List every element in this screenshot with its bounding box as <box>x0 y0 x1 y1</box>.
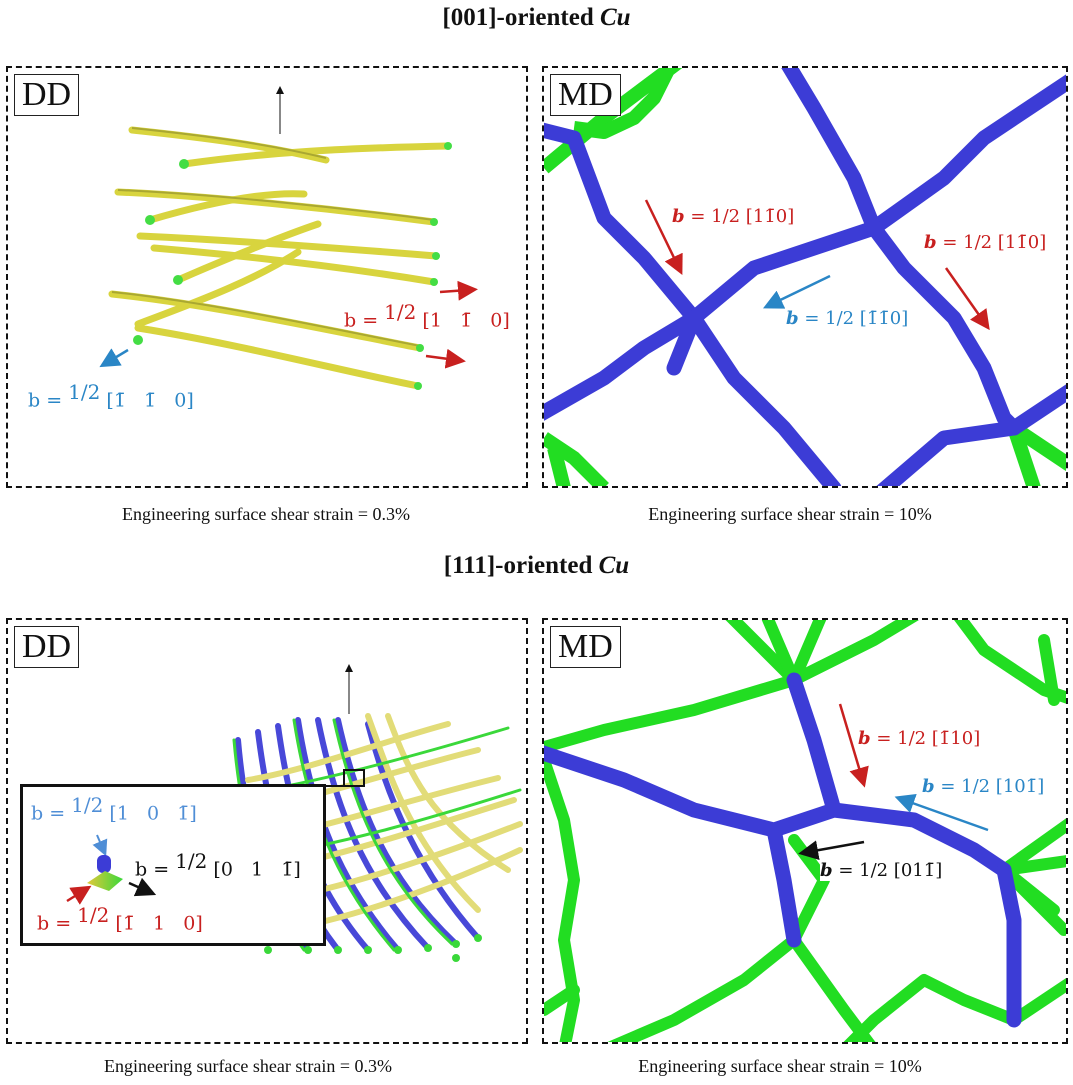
burgers-b: b <box>820 860 833 881</box>
md-caption-001: Engineering surface shear strain = 10% <box>648 504 932 524</box>
burgers-label-black-111: b = 1/2 [0 1 1̄] <box>135 849 301 880</box>
burgers-vec: [1 0 1̄] <box>109 802 197 825</box>
md-caption-111: Engineering surface shear strain = 10% <box>638 1056 922 1076</box>
md-dislocation-network-001 <box>544 68 1066 486</box>
md-dislocation-network-111 <box>544 620 1066 1042</box>
burgers-vec: = 1/2 [011̄] <box>832 860 943 881</box>
burgers-vec: = 1/2 [1̄1̄0] <box>798 308 909 329</box>
dd-panel-111: DD b = 1/2 [1 0 1̄] b = 1/2 [0 1 1̄] b =… <box>6 618 528 1044</box>
dd-tag-001: DD <box>14 74 80 116</box>
burgers-b: b = <box>31 802 72 825</box>
burgers-label-red-111: b = 1/2 [1̄ 1 0] <box>37 903 203 934</box>
burgers-b: b = <box>344 309 385 332</box>
burgers-b: b <box>786 308 799 329</box>
md-panel-111: MD b = 1/2 [1̄10] b = 1/2 [101̄] b = 1/2… <box>542 618 1068 1044</box>
burgers-b: b <box>858 728 871 749</box>
dd-caption-001: Engineering surface shear strain = 0.3% <box>121 504 411 524</box>
row2-title-text: [111]-oriented <box>443 552 599 579</box>
burgers-vec: = 1/2 [11̄0] <box>684 206 795 227</box>
md-panel-001: MD b = 1/2 [11̄0] b = 1/2 [11̄0] b = 1/2… <box>542 66 1068 488</box>
burgers-vec: = 1/2 [11̄0] <box>936 232 1047 253</box>
burgers-frac: 1/2 <box>175 849 208 873</box>
burgers-frac: 1/2 <box>77 903 110 927</box>
burgers-b: b <box>922 776 935 797</box>
dd-dislocation-network-111 <box>232 664 523 962</box>
burgers-frac: 1/2 <box>68 380 101 404</box>
burgers-label-red-001: b = 1/2 [1 1̄ 0] <box>344 300 510 331</box>
burgers-frac: 1/2 <box>71 793 104 817</box>
burgers-b: b <box>672 206 685 227</box>
burgers-label-blue-001: b = 1/2 [1̄ 1̄ 0] <box>28 380 194 411</box>
row2-title-material: Cu <box>598 552 630 579</box>
md-tag-111: MD <box>550 626 621 668</box>
dd-panel-001: DD b = 1/2 [1 1̄ 0] b = 1/2 [1̄ 1̄ 0] <box>6 66 528 488</box>
burgers-b: b = <box>28 389 69 412</box>
row2-title: [111]-oriented Cu <box>0 552 1073 580</box>
burgers-vec: [1 1̄ 0] <box>422 309 510 332</box>
burgers-label-lightblue-111: b = 1/2 [1 0 1̄] <box>31 793 197 824</box>
burgers-label-red-a-001: b = 1/2 [11̄0] <box>672 206 795 227</box>
dd-dislocation-lines-001 <box>99 86 478 390</box>
md-tag-001: MD <box>550 74 621 116</box>
dd-tag-111: DD <box>14 626 80 668</box>
burgers-label-blue-001-md: b = 1/2 [1̄1̄0] <box>786 308 909 329</box>
dd-caption-111: Engineering surface shear strain = 0.3% <box>103 1056 393 1076</box>
burgers-vec: = 1/2 [101̄] <box>934 776 1045 797</box>
burgers-vec: = 1/2 [1̄10] <box>870 728 981 749</box>
burgers-frac: 1/2 <box>384 300 417 324</box>
junction-inset: b = 1/2 [1 0 1̄] b = 1/2 [0 1 1̄] b = 1/… <box>20 784 326 946</box>
burgers-vec: [0 1 1̄] <box>213 858 301 881</box>
burgers-label-red-b-001: b = 1/2 [11̄0] <box>924 232 1047 253</box>
burgers-b: b <box>924 232 937 253</box>
burgers-vec: [1̄ 1̄ 0] <box>106 389 194 412</box>
burgers-vec: [1̄ 1 0] <box>115 912 203 935</box>
row1-title-material: Cu <box>600 4 631 31</box>
row1-title-text: [001]-oriented <box>442 4 600 31</box>
junction-glyph <box>66 834 157 905</box>
burgers-b: b = <box>135 858 176 881</box>
burgers-label-blue-111-md: b = 1/2 [101̄] <box>922 776 1045 797</box>
burgers-label-black-111-md: b = 1/2 [011̄] <box>820 860 943 881</box>
row1-title: [001]-oriented Cu <box>0 4 1073 32</box>
burgers-b: b = <box>37 912 78 935</box>
burgers-label-red-111-md: b = 1/2 [1̄10] <box>858 728 981 749</box>
